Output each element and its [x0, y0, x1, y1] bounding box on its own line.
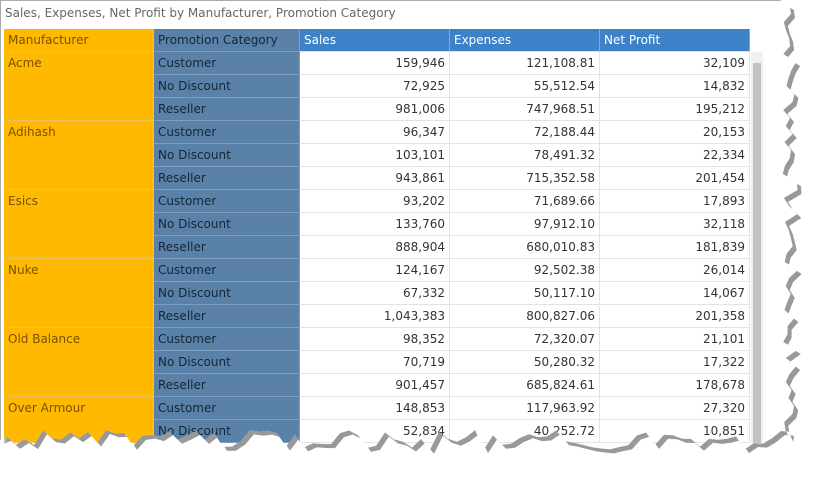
value-cell: 195,212	[600, 98, 750, 121]
value-cell: 93,202	[300, 190, 450, 213]
promotion-cell: No Discount	[154, 351, 300, 374]
column-header: Manufacturer	[4, 29, 154, 52]
column-header: Net Profit	[600, 29, 750, 52]
promotion-cell: Customer	[154, 121, 300, 144]
value-cell: 67,332	[300, 282, 450, 305]
value-cell: 148,853	[300, 397, 450, 420]
value-cell: 98,352	[300, 328, 450, 351]
value-cell: 20,153	[600, 121, 750, 144]
value-cell: 14,067	[600, 282, 750, 305]
value-cell: 32,109	[600, 52, 750, 75]
promotion-cell: No Discount	[154, 213, 300, 236]
value-cell: 124,167	[300, 259, 450, 282]
value-cell: 72,320.07	[450, 328, 600, 351]
value-cell: 50,280.32	[450, 351, 600, 374]
value-cell: 181,839	[600, 236, 750, 259]
value-cell: 22,334	[600, 144, 750, 167]
column-header: Expenses	[450, 29, 600, 52]
value-cell: 26,014	[600, 259, 750, 282]
value-cell: 50,117.10	[450, 282, 600, 305]
value-cell: 121,108.81	[450, 52, 600, 75]
promotion-cell: Reseller	[154, 305, 300, 328]
promotion-cell: Customer	[154, 328, 300, 351]
value-cell: 680,010.83	[450, 236, 600, 259]
promotion-cell: Customer	[154, 52, 300, 75]
value-cell: 901,457	[300, 374, 450, 397]
promotion-cell: Reseller	[154, 236, 300, 259]
manufacturer-cell: Old Balance	[4, 328, 154, 397]
value-cell: 17,893	[600, 190, 750, 213]
value-cell: 685,824.61	[450, 374, 600, 397]
value-cell: 52,834	[300, 420, 450, 443]
value-cell: 201,358	[600, 305, 750, 328]
promotion-cell: No Discount	[154, 282, 300, 305]
report-sheet: Sales, Expenses, Net Profit by Manufactu…	[0, 0, 798, 450]
value-cell: 117,963.92	[450, 397, 600, 420]
value-cell: 55,512.54	[450, 75, 600, 98]
manufacturer-cell: Acme	[4, 52, 154, 121]
scrollbar-thumb[interactable]	[753, 63, 761, 443]
manufacturer-cell: Nuke	[4, 259, 154, 328]
value-cell: 178,678	[600, 374, 750, 397]
promotion-cell: Reseller	[154, 98, 300, 121]
promotion-cell: No Discount	[154, 144, 300, 167]
promotion-cell: Customer	[154, 259, 300, 282]
value-cell: 747,968.51	[450, 98, 600, 121]
value-cell: 78,491.32	[450, 144, 600, 167]
value-cell: 103,101	[300, 144, 450, 167]
value-cell: 72,188.44	[450, 121, 600, 144]
value-cell: 32,118	[600, 213, 750, 236]
promotion-cell: Reseller	[154, 374, 300, 397]
value-cell: 159,946	[300, 52, 450, 75]
value-cell: 21,101	[600, 328, 750, 351]
value-cell: 800,827.06	[450, 305, 600, 328]
column-header: Promotion Category	[154, 29, 300, 52]
promotion-cell: Customer	[154, 190, 300, 213]
value-cell: 17,322	[600, 351, 750, 374]
value-cell: 27,320	[600, 397, 750, 420]
manufacturer-cell: Esics	[4, 190, 154, 259]
value-cell: 96,347	[300, 121, 450, 144]
report-title: Sales, Expenses, Net Profit by Manufactu…	[5, 6, 396, 20]
promotion-cell: Reseller	[154, 167, 300, 190]
promotion-cell: Customer	[154, 397, 300, 420]
value-cell: 943,861	[300, 167, 450, 190]
promotion-cell: No Discount	[154, 75, 300, 98]
value-cell: 14,832	[600, 75, 750, 98]
value-cell: 1,043,383	[300, 305, 450, 328]
value-cell: 201,454	[600, 167, 750, 190]
promotion-cell: No Discount	[154, 420, 300, 443]
column-header: Sales	[300, 29, 450, 52]
value-cell: 71,689.66	[450, 190, 600, 213]
value-cell: 92,502.38	[450, 259, 600, 282]
value-cell: 72,925	[300, 75, 450, 98]
value-cell: 97,912.10	[450, 213, 600, 236]
value-cell: 888,904	[300, 236, 450, 259]
manufacturer-cell: Over Armour	[4, 397, 154, 443]
value-cell: 70,719	[300, 351, 450, 374]
value-cell: 715,352.58	[450, 167, 600, 190]
manufacturer-cell: Adihash	[4, 121, 154, 190]
value-cell: 133,760	[300, 213, 450, 236]
value-cell: 981,006	[300, 98, 450, 121]
